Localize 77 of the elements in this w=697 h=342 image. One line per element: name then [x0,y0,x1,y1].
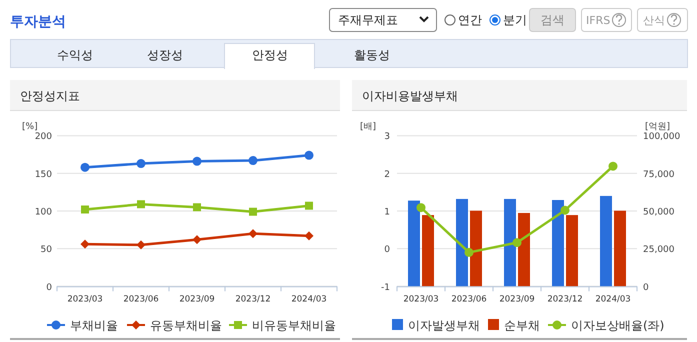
y-tick-label: -1 [381,282,390,293]
bar [518,212,530,286]
point [416,203,426,212]
y2-tick-label: 75,000 [643,170,675,180]
y-tick-label: 0 [384,245,390,256]
legend-label: 이자보상배율(좌) [571,318,664,332]
text: 연간 [458,13,482,27]
y-tick-label: 50 [40,245,52,256]
y2-tick-label: 25,000 [643,245,675,256]
point [80,162,90,172]
text: 안정성 [252,48,288,62]
y2-axis-title: [억원] [645,122,670,132]
text: 성장성 [147,48,183,62]
bar [614,210,626,286]
x-tick-label: 2024/03 [291,294,327,304]
bar [552,200,564,286]
text: 활동성 [354,48,390,62]
y-tick-label: 100 [34,208,52,218]
point [81,205,89,214]
legend-label: 비유동부채비율 [252,318,336,332]
point [512,238,522,248]
text: 주재무제표 [338,13,398,27]
point [249,208,257,216]
x-tick-label: 2023/12 [547,294,583,304]
point [136,240,146,250]
legend-label: 순부채 [504,318,540,332]
bar [504,198,516,286]
bar [600,196,612,286]
point [136,159,146,168]
x-tick-label: 2023/12 [235,294,271,304]
y2-tick-label: 100,000 [643,132,680,142]
y-tick-label: 1 [384,208,390,218]
legend-label: 이자발생부채 [408,318,480,332]
point [560,206,570,215]
y-tick-label: 0 [46,282,52,293]
point [304,231,314,240]
point [305,202,313,210]
point [137,200,145,208]
point [192,235,202,244]
point [248,229,258,238]
y-tick-label: 150 [34,170,52,180]
point [192,156,202,166]
text: 투자분석 [10,14,66,30]
y-tick-label: 2 [384,170,390,180]
bar [422,215,434,286]
y-tick-label: 3 [384,132,390,142]
point [464,248,474,257]
text: 산식 [643,14,665,27]
x-tick-label: 2023/06 [451,294,487,304]
bar [470,210,482,286]
point [304,150,314,160]
bar [456,198,468,286]
y2-tick-label: 0 [643,282,649,293]
x-tick-label: 2023/09 [499,294,535,304]
point [608,162,618,171]
legend-label: 유동부채비율 [150,318,222,332]
point [80,240,90,249]
chart-title: 안정성지표 [20,89,80,103]
x-tick-label: 2023/03 [67,294,103,304]
text: 분기 [503,13,527,27]
y-axis-title: [배] [360,122,376,132]
text: 검색 [540,13,564,27]
text: IFRS [586,14,610,27]
y2-tick-label: 50,000 [643,208,675,218]
legend-label: 부채비율 [70,318,118,332]
point [193,203,201,212]
y-axis-title: [%] [22,122,38,132]
x-tick-label: 2024/03 [595,294,631,304]
bar [566,215,578,286]
x-tick-label: 2023/03 [403,294,439,304]
text: 수익성 [57,48,93,62]
x-tick-label: 2023/09 [179,294,215,304]
point [248,156,258,166]
bar [408,200,420,286]
x-tick-label: 2023/06 [123,294,159,304]
y-tick-label: 200 [34,132,52,142]
chart-title: 이자비용발생부채 [362,89,458,103]
